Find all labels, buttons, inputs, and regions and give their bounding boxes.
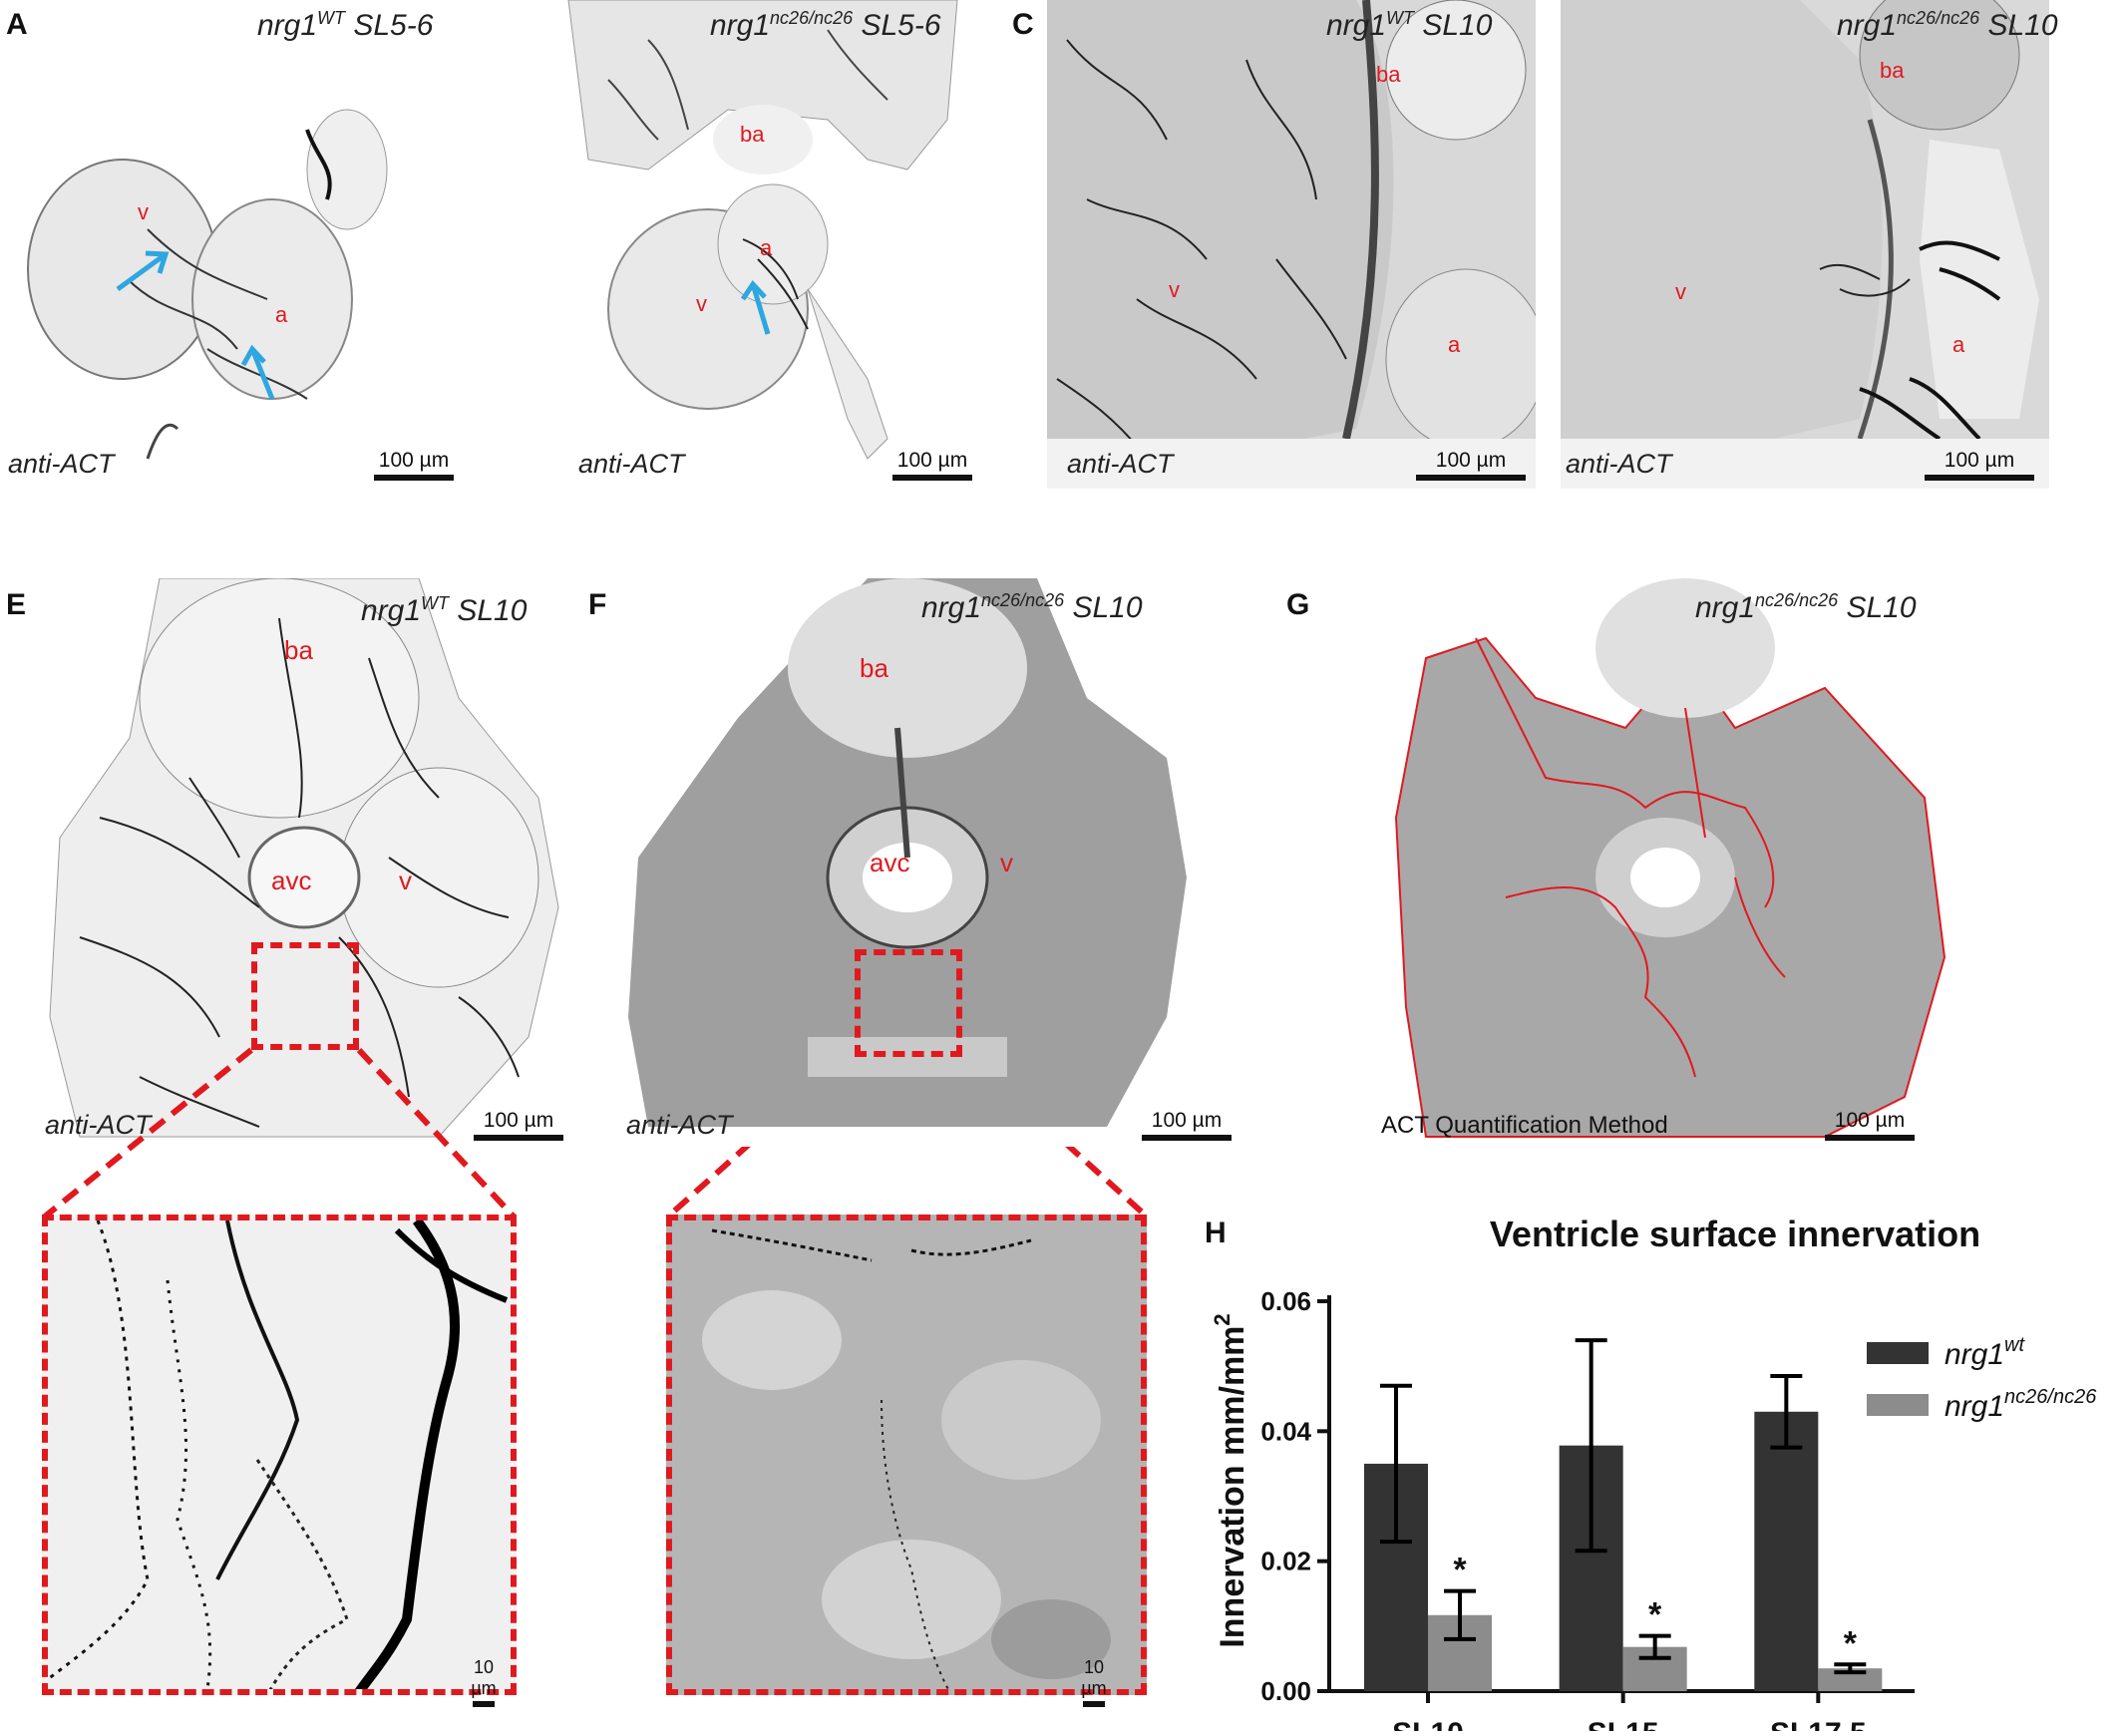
panel-letter-h: H [1205, 1216, 1227, 1249]
panel-c-title: nrg1WT SL10 [1326, 8, 1493, 42]
panel-b-drawing [567, 0, 958, 460]
panel-a-scale-bar: 100 µm [374, 449, 454, 481]
panel-letter-e: E [6, 588, 27, 621]
panel-f-title: nrg1nc26/nc26 SL10 [921, 590, 1143, 624]
significance-asterisk: * [1844, 1624, 1858, 1662]
panel-f-label-v: v [1000, 848, 1013, 877]
panel-g-method-label: ACT Quantification Method [1381, 1112, 1668, 1139]
panel-c-image [1047, 0, 1536, 489]
panel-e-label-ba: ba [284, 635, 313, 665]
y-axis-label-sup: 2 [1210, 1313, 1235, 1325]
panel-f-label-ba: ba [860, 653, 888, 683]
panel-f-roi-box [855, 949, 962, 1057]
panel-d-title: nrg1nc26/nc26 SL10 [1837, 8, 2058, 42]
panel-d-drawing [1561, 0, 2049, 489]
panel-e-image [40, 578, 568, 1147]
bar-wt-SL17.5 [1754, 1411, 1819, 1691]
panel-e-zoom-drawing [48, 1220, 511, 1689]
panel-e-label-avc: avc [271, 866, 312, 895]
significance-asterisk: * [1453, 1552, 1467, 1589]
panel-b-label-ba: ba [740, 122, 765, 147]
panel-b-stain: anti-ACT [578, 449, 685, 479]
panel-letter-g: G [1286, 588, 1310, 621]
panel-b-image [529, 0, 987, 489]
panel-b-label-a: a [760, 235, 773, 260]
panel-letter-a: A [6, 8, 28, 41]
panel-f-zoom-drawing [672, 1220, 1141, 1689]
panel-letter-c: C [1012, 8, 1034, 41]
x-tick-label: SL15 [1588, 1717, 1659, 1731]
panel-e-title: nrg1WT SL10 [361, 593, 528, 627]
panel-g-scale-bar: 100 µm [1825, 1109, 1915, 1141]
x-tick-label: SL10 [1392, 1717, 1464, 1731]
panel-d-label-v: v [1675, 279, 1686, 304]
panel-b-label-v: v [696, 291, 707, 316]
panel-g-title: nrg1nc26/nc26 SL10 [1695, 590, 1917, 624]
y-tick-label: 0.02 [1260, 1547, 1311, 1576]
y-tick-label: 0.04 [1260, 1416, 1311, 1446]
panel-g-drawing [1394, 578, 1946, 1138]
y-tick-label: 0.00 [1260, 1676, 1311, 1706]
panel-c-drawing [1047, 0, 1536, 489]
panel-f-drawing [628, 578, 1187, 1127]
panel-e-zoom-inset [42, 1215, 517, 1695]
panel-d-label-a: a [1952, 332, 1965, 357]
panel-a-drawing [27, 109, 388, 460]
panel-e-roi-box [251, 942, 359, 1050]
panel-c-label-a: a [1448, 332, 1461, 357]
panel-f-zoom-scale-bar: 10 µm [1069, 1657, 1119, 1707]
panel-c-scale-bar: 100 µm [1416, 449, 1526, 481]
chart-title: Ventricle surface innervation [1490, 1214, 1980, 1254]
panel-c-stain: anti-ACT [1067, 449, 1174, 479]
legend-swatch-mutant [1867, 1394, 1929, 1416]
panel-f-scale-bar: 100 µm [1142, 1109, 1232, 1141]
innervation-bar-chart: Ventricle surface innervation Innervatio… [1210, 1214, 2097, 1731]
x-tick-label: SL17.5 [1770, 1717, 1867, 1731]
panel-e-stain: anti-ACT [45, 1110, 152, 1140]
panel-d-scale-bar: 100 µm [1925, 449, 2034, 481]
panel-a-label-a: a [275, 302, 288, 327]
y-axis-label: Innervation mm/mm2 [1210, 1313, 1251, 1647]
panel-a-stain: anti-ACT [8, 449, 115, 479]
panel-a-label-v: v [138, 199, 149, 224]
panel-e-zoom-scale-bar: 10 µm [459, 1657, 509, 1707]
panel-d-stain: anti-ACT [1566, 449, 1672, 479]
panel-f-stain: anti-ACT [626, 1110, 733, 1140]
svg-text:Innervation mm/mm2: Innervation mm/mm2 [1210, 1313, 1251, 1647]
panel-a-image [8, 50, 467, 489]
panel-e-drawing [49, 578, 559, 1138]
panel-b-scale-bar: 100 µm [892, 449, 972, 481]
y-tick-label: 0.06 [1260, 1286, 1311, 1316]
legend-label-mutant: nrg1nc26/nc26 [1945, 1386, 2097, 1423]
legend-swatch-wt [1867, 1342, 1929, 1364]
significance-asterisk: * [1648, 1596, 1662, 1634]
panel-c-label-ba: ba [1376, 62, 1401, 87]
panel-f-label-avc: avc [870, 848, 910, 877]
panel-e-scale-bar: 100 µm [474, 1109, 563, 1141]
panel-f-zoom-inset [666, 1215, 1147, 1695]
panel-e-label-v: v [399, 866, 412, 895]
panel-letter-f: F [588, 588, 607, 621]
panel-c-label-v: v [1169, 277, 1180, 302]
legend-label-wt: nrg1wt [1945, 1334, 2025, 1371]
panel-g-image [1386, 578, 1954, 1147]
panel-a-title: nrg1WT SL5-6 [257, 8, 434, 42]
panel-b-title: nrg1nc26/nc26 SL5-6 [710, 8, 941, 42]
y-axis-label-text: Innervation mm/mm [1214, 1326, 1251, 1648]
panel-d-image [1561, 0, 2049, 489]
panel-d-label-ba: ba [1880, 58, 1905, 83]
